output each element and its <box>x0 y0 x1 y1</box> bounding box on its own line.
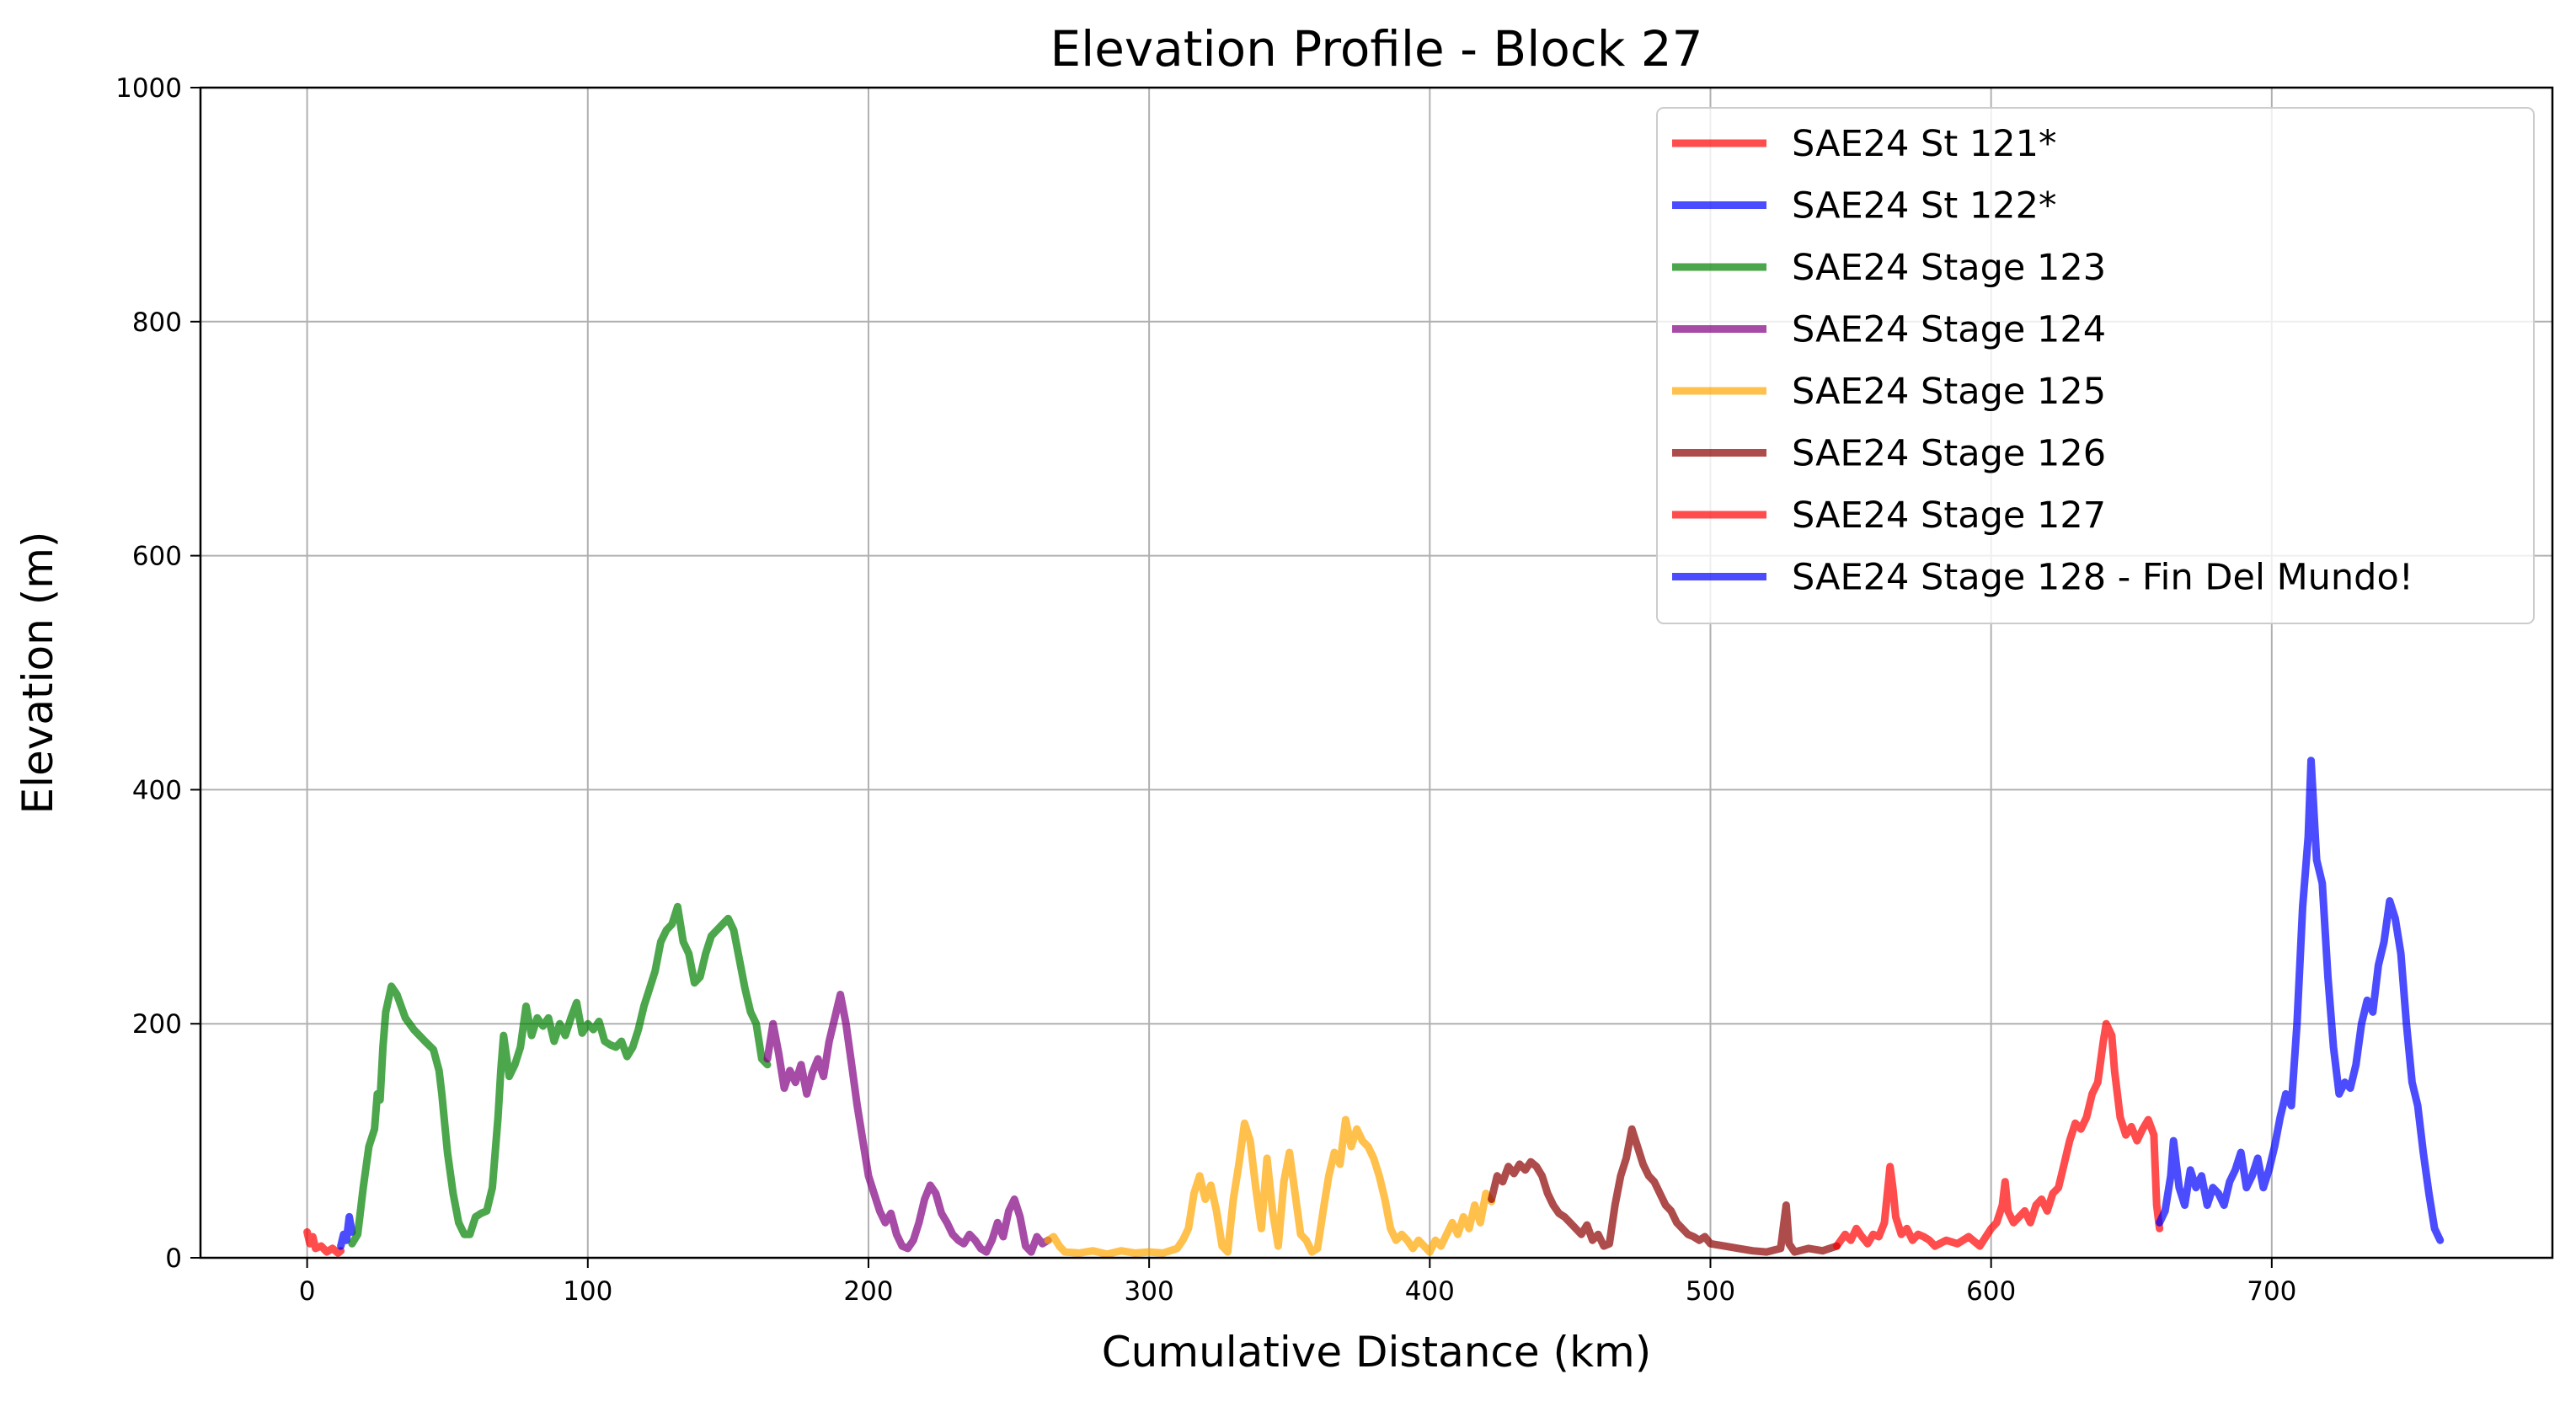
plot-frame <box>199 86 2554 1259</box>
chart-title: Elevation Profile - Block 27 <box>1050 20 1702 78</box>
legend-label-6: SAE24 Stage 127 <box>1792 495 2106 537</box>
legend-label-7: SAE24 Stage 128 - Fin Del Mundo! <box>1792 557 2413 599</box>
legend-label-1: SAE24 St 122* <box>1792 185 2056 227</box>
x-tick-label: 100 <box>563 1276 612 1307</box>
series-line-4 <box>1044 1115 1496 1259</box>
legend-label-2: SAE24 Stage 123 <box>1792 247 2106 289</box>
x-tick-label: 300 <box>1125 1276 1174 1307</box>
legend-label-0: SAE24 St 121* <box>1792 123 2056 165</box>
legend-label-5: SAE24 Stage 126 <box>1792 433 2106 475</box>
x-tick-label: 700 <box>2247 1276 2296 1307</box>
y-tick-label: 800 <box>132 307 182 338</box>
series-line-1 <box>337 1212 356 1250</box>
series-line-0 <box>303 1227 345 1257</box>
x-tick-label: 0 <box>299 1276 316 1307</box>
legend: SAE24 St 121* SAE24 St 122* SAE24 Stage 12… <box>1656 107 2535 624</box>
y-tick-label: 600 <box>132 542 182 572</box>
series-line-7 <box>2156 757 2445 1244</box>
series-line-2 <box>348 902 772 1248</box>
y-tick-label: 1000 <box>115 73 182 104</box>
x-tick-label: 400 <box>1405 1276 1455 1307</box>
y-tick-label: 0 <box>165 1243 182 1274</box>
y-axis-title: Elevation (m) <box>13 532 62 815</box>
x-axis-title: Cumulative Distance (km) <box>1102 1328 1651 1377</box>
x-tick-label: 200 <box>843 1276 893 1307</box>
axis-ticks: 0 100 200 300 400 500 600 700 0 200 400 600 800 1000 <box>115 73 2296 1307</box>
y-tick-label: 400 <box>132 775 182 805</box>
series-line-5 <box>1488 1125 1841 1256</box>
x-tick-label: 600 <box>1966 1276 2016 1307</box>
series-line-6 <box>1832 1019 2164 1250</box>
series-lines <box>303 757 2445 1259</box>
legend-label-3: SAE24 Stage 124 <box>1792 309 2106 351</box>
legend-label-4: SAE24 Stage 125 <box>1792 371 2106 413</box>
y-tick-label: 200 <box>132 1009 182 1040</box>
legend-box <box>1656 107 2535 624</box>
series-line-3 <box>763 991 1052 1256</box>
x-tick-label: 500 <box>1686 1276 1735 1307</box>
